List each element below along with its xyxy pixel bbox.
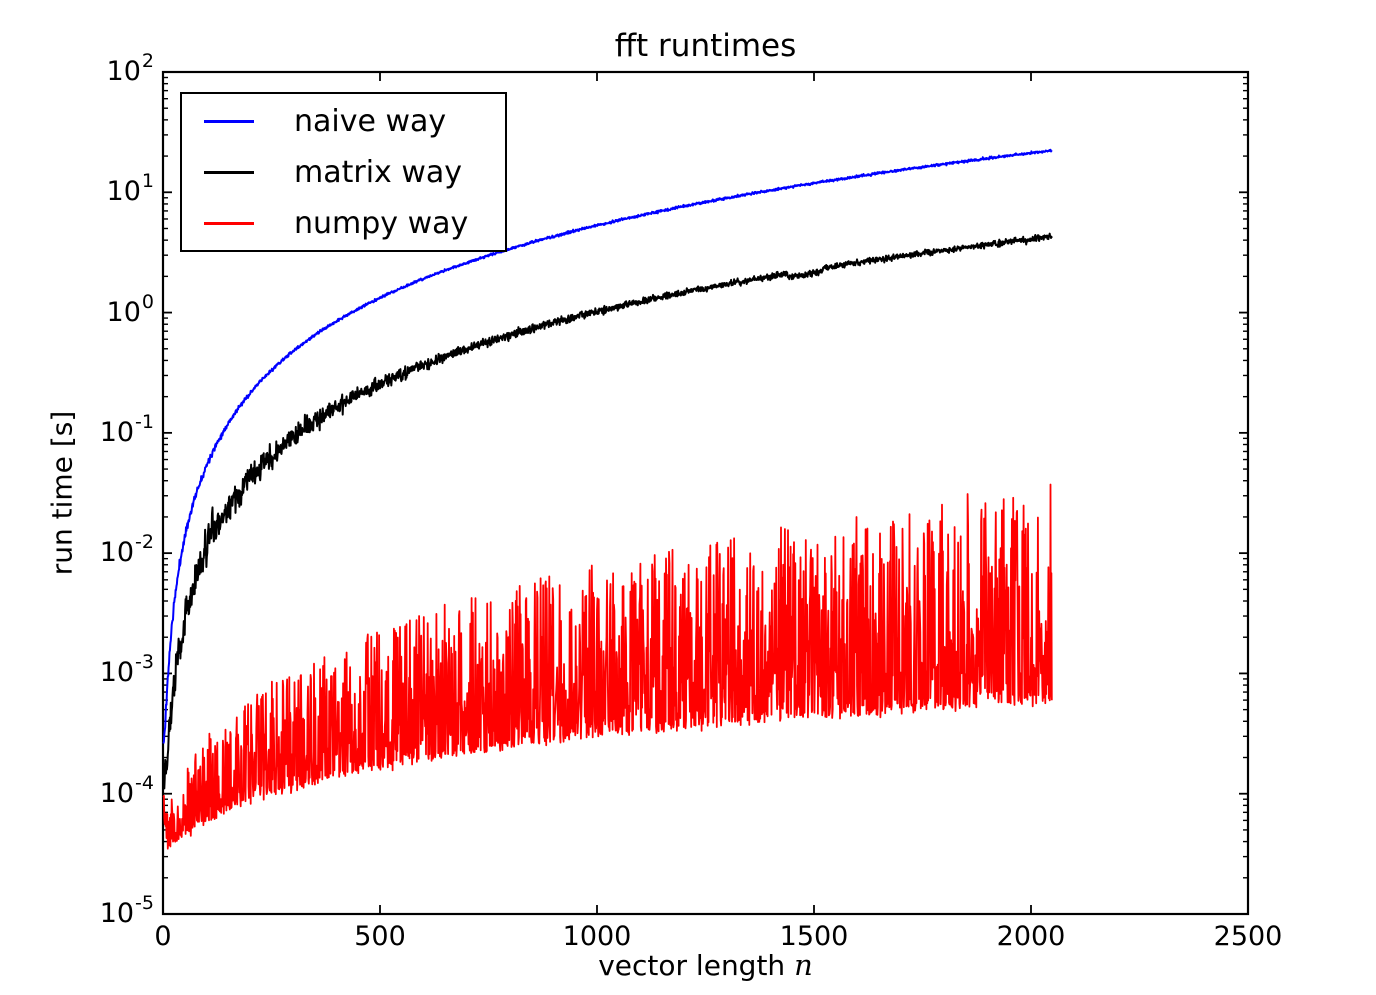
- y-tick-label: 10-4: [4, 773, 154, 812]
- axes-frame: [161, 70, 1250, 916]
- y-tick-label: 10-5: [4, 894, 154, 932]
- y-tick-exponent: -3: [135, 651, 154, 674]
- x-tick-label: 500: [354, 921, 406, 952]
- legend: naive way matrix way numpy way: [180, 92, 507, 252]
- x-tick-label: 1500: [779, 921, 849, 952]
- y-tick-base: 10: [106, 176, 141, 208]
- y-tick-label: 100: [4, 292, 154, 331]
- y-axis-label-text: run time [s]: [45, 410, 79, 576]
- y-tick-base: 10: [106, 296, 141, 328]
- y-tick-label: 102: [4, 52, 154, 90]
- y-tick-base: 10: [99, 898, 135, 929]
- y-tick-exponent: -4: [135, 771, 154, 794]
- x-axis-label-text: vector length: [598, 949, 795, 982]
- y-tick-label: 101: [4, 172, 154, 210]
- y-tick-exponent: 2: [141, 50, 154, 72]
- legend-entry-label: naive way: [294, 104, 447, 139]
- y-axis-label: run time [s]: [46, 411, 79, 576]
- y-tick-label: 10-3: [4, 653, 154, 691]
- legend-line-sample: [204, 120, 254, 123]
- y-tick-exponent: 1: [141, 170, 154, 193]
- chart-title: fft runtimes: [614, 28, 797, 64]
- x-tick-label: 1000: [562, 921, 632, 952]
- y-tick-base: 10: [106, 56, 141, 87]
- y-tick-label: 10-1: [4, 412, 154, 451]
- y-tick-base: 10: [99, 657, 135, 689]
- x-axis-label-math-symbol: n: [794, 948, 813, 982]
- legend-entry: matrix way: [182, 147, 505, 198]
- x-tick-label: 0: [154, 921, 172, 952]
- y-tick-base: 10: [99, 777, 135, 809]
- y-tick-exponent: -5: [135, 892, 154, 914]
- y-tick-base: 10: [99, 537, 135, 569]
- y-tick-label: 10-2: [4, 533, 154, 571]
- x-tick-label: 2000: [996, 921, 1066, 952]
- x-axis-label: vector length n: [163, 948, 1248, 983]
- y-tick-base: 10: [99, 416, 135, 448]
- legend-entry: naive way: [182, 96, 505, 147]
- y-tick-exponent: -2: [135, 531, 154, 554]
- series-line-numpy-way: [162, 483, 1053, 850]
- legend-entry-label: matrix way: [294, 155, 463, 190]
- y-tick-exponent: 0: [141, 290, 154, 313]
- legend-entry-label: numpy way: [294, 206, 469, 241]
- y-tick-exponent: -1: [135, 410, 154, 433]
- series-line-naive-way: [162, 148, 1053, 744]
- legend-line-sample: [204, 222, 254, 225]
- series-line-matrix-way: [162, 232, 1053, 790]
- legend-entry: numpy way: [182, 198, 505, 249]
- x-tick-label: 2500: [1213, 921, 1283, 952]
- legend-line-sample: [204, 171, 254, 174]
